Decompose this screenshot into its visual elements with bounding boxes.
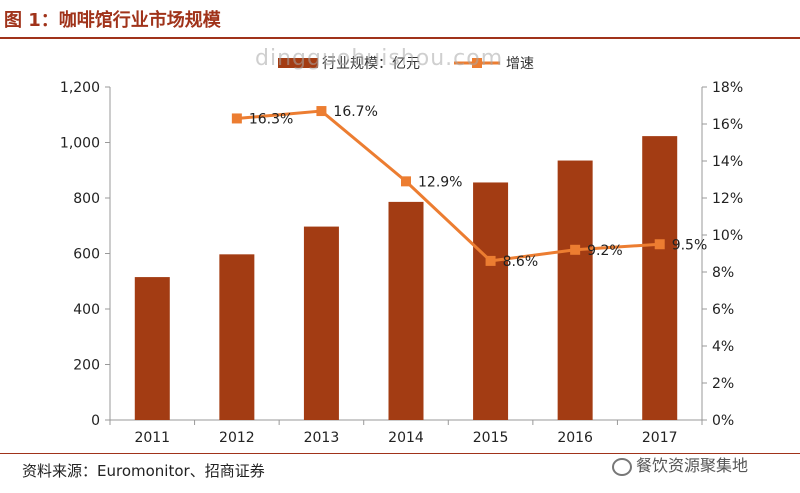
growth-data-label: 16.3% — [249, 111, 293, 127]
source-note: 资料来源：Euromonitor、招商证券 — [22, 462, 265, 480]
growth-point — [401, 176, 411, 187]
right-axis-tick-label: 2% — [712, 376, 734, 392]
right-axis-tick-label: 4% — [712, 339, 734, 355]
legend-bar-swatch — [278, 58, 318, 68]
right-axis-tick-label: 18% — [712, 80, 743, 96]
title-divider — [0, 37, 800, 39]
left-axis-tick-label: 800 — [73, 191, 100, 207]
x-axis-tick-label: 2014 — [388, 430, 424, 446]
left-axis-tick-label: 1,200 — [60, 80, 100, 96]
bar — [219, 254, 255, 420]
x-axis-tick-label: 2011 — [134, 430, 170, 446]
left-axis-tick-label: 1,000 — [60, 136, 100, 152]
legend: 行业规模：亿元 增速 — [278, 56, 534, 72]
bar — [134, 277, 170, 420]
bar — [303, 226, 339, 420]
left-axis-tick-label: 400 — [73, 302, 100, 318]
right-axis-tick-label: 6% — [712, 302, 734, 318]
growth-data-label: 9.2% — [587, 243, 623, 259]
right-axis-tick-label: 14% — [712, 154, 743, 170]
right-axis-tick-label: 10% — [712, 228, 743, 244]
growth-data-label: 12.9% — [418, 174, 462, 190]
bar — [473, 182, 509, 420]
growth-data-label: 9.5% — [672, 237, 708, 253]
brand-label: 餐饮资源聚集地 — [636, 456, 749, 475]
x-axis-tick-label: 2013 — [304, 430, 340, 446]
growth-data-label: 16.7% — [333, 104, 377, 120]
axes: 02004006008001,0001,2000%2%4%6%8%10%12%1… — [60, 80, 743, 446]
right-axis-tick-label: 12% — [712, 191, 743, 207]
growth-point — [316, 106, 327, 117]
growth-point — [570, 244, 581, 255]
growth-point — [485, 255, 496, 266]
legend-bar-label: 行业规模：亿元 — [322, 56, 420, 72]
growth-point — [231, 113, 242, 124]
figure-title: 图 1：咖啡馆行业市场规模 — [4, 10, 221, 31]
x-axis-tick-label: 2016 — [557, 430, 593, 446]
growth-data-label: 8.6% — [503, 254, 539, 270]
growth-point — [654, 239, 665, 250]
legend-line-marker — [472, 58, 482, 68]
left-axis-tick-label: 200 — [73, 358, 100, 374]
x-axis-tick-label: 2012 — [219, 430, 255, 446]
brand-badge: 餐饮资源聚集地 — [612, 452, 748, 476]
bar — [642, 136, 678, 420]
right-axis-tick-label: 0% — [712, 413, 734, 429]
bar-series — [134, 136, 678, 420]
bar — [557, 160, 593, 420]
watermark: dingguohuishou.com — [255, 46, 504, 71]
right-axis-tick-label: 8% — [712, 265, 734, 281]
bar — [388, 201, 424, 420]
growth-line-series: 16.3% 16.7% 12.9% 8.6% 9.2% 9.5% — [231, 104, 708, 270]
left-axis-tick-label: 600 — [73, 247, 100, 263]
right-axis-tick-label: 16% — [712, 117, 743, 133]
left-axis-tick-label: 0 — [91, 413, 100, 429]
growth-line — [236, 109, 660, 263]
legend-line-label: 增速 — [506, 56, 534, 72]
x-axis-tick-label: 2017 — [642, 430, 678, 446]
footer-divider — [0, 453, 800, 454]
x-axis-tick-label: 2015 — [473, 430, 509, 446]
chat-bubble-icon — [612, 457, 632, 476]
